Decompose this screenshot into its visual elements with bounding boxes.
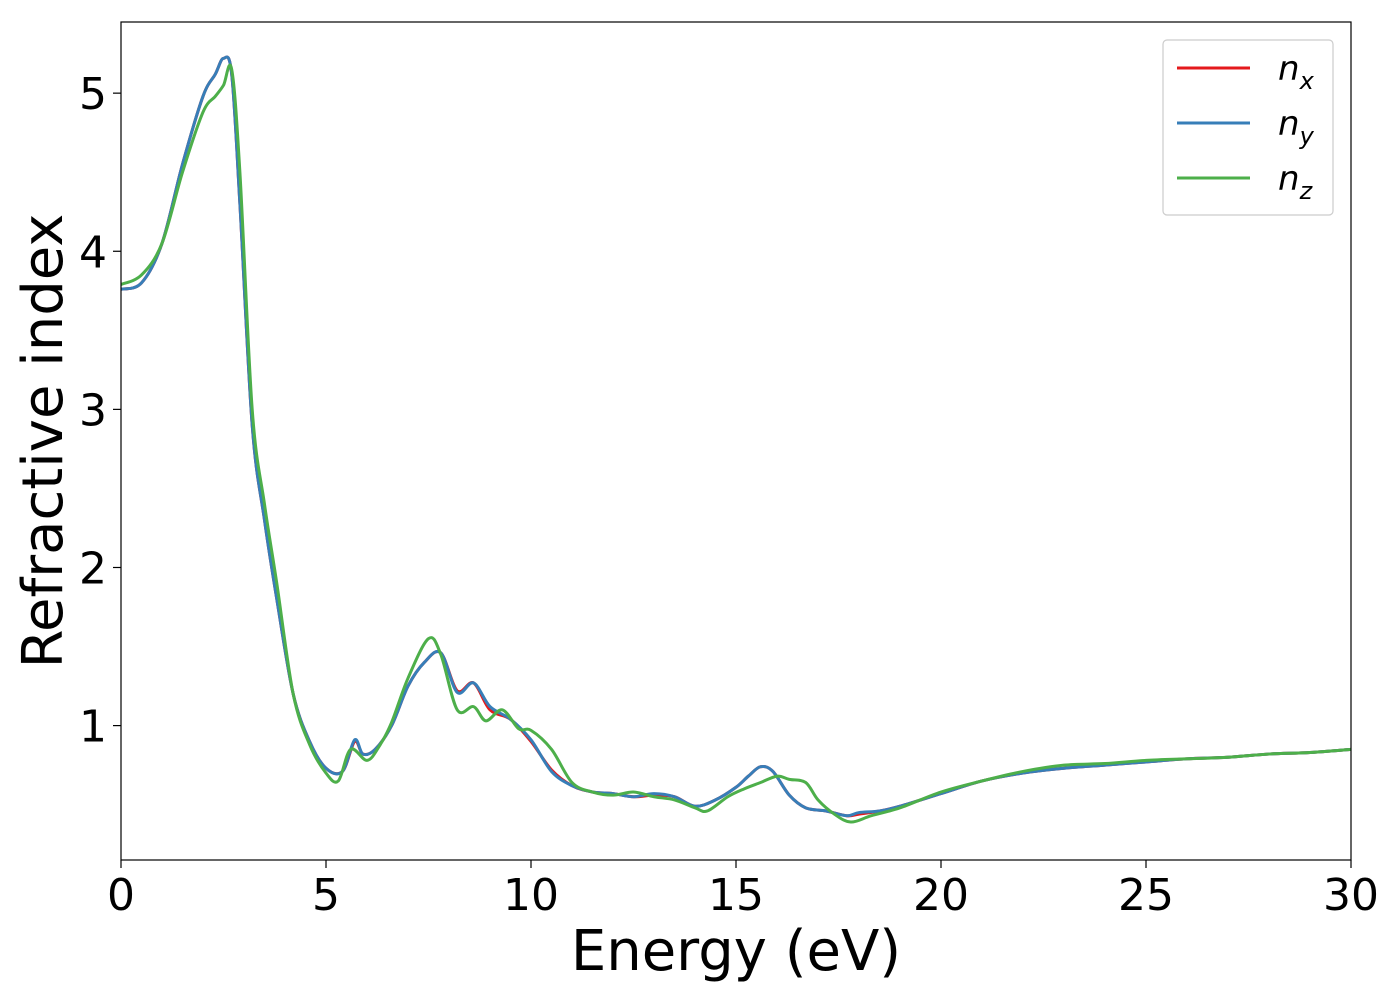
series-line-z [121,63,1351,824]
legend-label: nz [1278,159,1314,205]
x-tick-label: 25 [1118,870,1174,921]
series-layer [121,55,1351,824]
x-axis: 0 5 10 15 20 25 30 [107,860,1379,921]
x-tick-label: 15 [708,870,764,921]
x-tick-label: 20 [913,870,969,921]
x-tick-label: 30 [1323,870,1379,921]
x-tick-label: 5 [312,870,340,921]
x-tick-label: 0 [107,870,135,921]
legend-box [1162,39,1334,216]
x-tick-label: 10 [503,870,559,921]
x-axis-label: Energy (eV) [571,919,901,984]
y-axis: 1 2 3 4 5 [79,69,121,753]
legend: nx ny nz [1162,39,1334,216]
y-tick-label: 3 [79,385,107,436]
y-tick-label: 2 [79,543,107,594]
legend-label: ny [1278,104,1315,150]
legend-label: nx [1278,49,1315,95]
y-tick-label: 4 [79,227,107,278]
y-tick-label: 5 [79,69,107,120]
y-tick-label: 1 [79,702,107,753]
y-axis-label: Refractive index [11,214,76,669]
